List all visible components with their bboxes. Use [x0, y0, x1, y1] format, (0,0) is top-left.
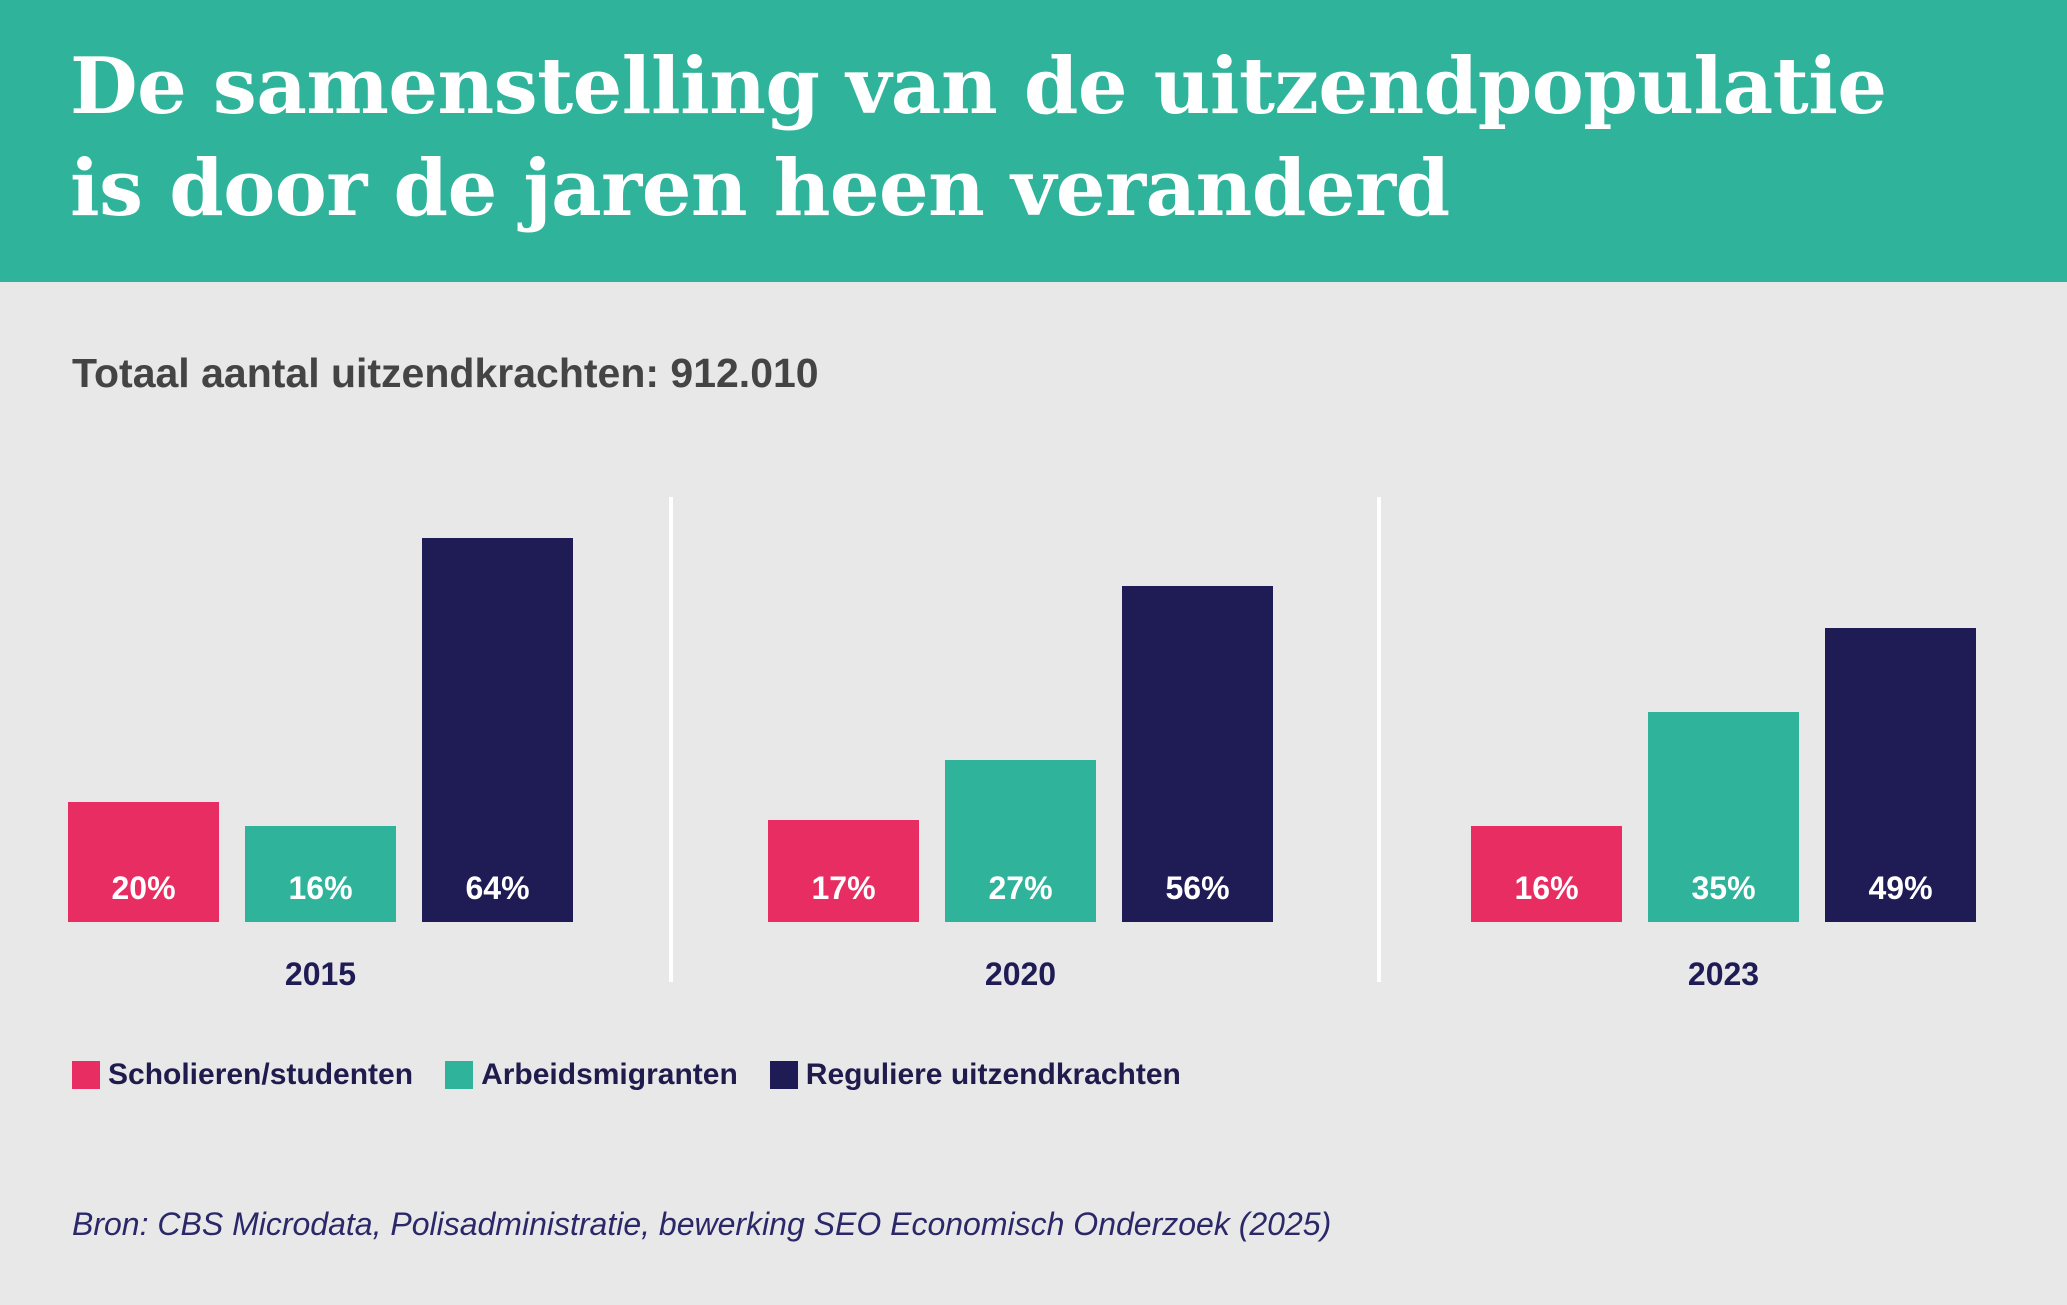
bar-2015-3: [422, 538, 573, 922]
bar-2015-2: [245, 826, 396, 922]
bar-2023-1: [1471, 826, 1622, 922]
legend-label-scholieren: Scholieren/studenten: [108, 1058, 414, 1091]
bar-2023-3: [1825, 628, 1976, 922]
legend: Scholieren/studenten Arbeidsmigranten Re…: [72, 1058, 1213, 1092]
legend-item-regulier: Reguliere uitzendkrachten: [769, 1058, 1181, 1092]
title-line-1: De samenstelling van de uitzendpopulatie: [70, 41, 1887, 132]
bar-2020-2: [945, 760, 1096, 922]
legend-swatch-arbeidsmigranten: [445, 1061, 474, 1089]
data-label-2020-3: 56%: [1165, 870, 1229, 906]
source-note: Bron: CBS Microdata, Polisadministratie,…: [72, 1206, 1332, 1242]
category-label-2023: 2023: [1688, 956, 1759, 992]
title-line-2: is door de jaren heen veranderd: [70, 143, 1450, 234]
header-banner: De samenstelling van de uitzendpopulatie…: [0, 0, 2067, 282]
legend-swatch-scholieren: [72, 1061, 100, 1089]
data-label-2023-3: 49%: [1868, 870, 1932, 906]
data-label-2023-1: 16%: [1514, 870, 1578, 906]
bar-chart: 20% 16% 64% 2015 17% 27% 56% 2020 16% 35% 49% 2023: [68, 497, 1976, 992]
data-label-2015-3: 64%: [465, 870, 529, 906]
data-label-2020-1: 17%: [811, 870, 875, 906]
legend-label-arbeidsmigranten: Arbeidsmigranten: [481, 1058, 738, 1091]
category-label-2020: 2020: [985, 956, 1056, 992]
legend-item-scholieren: Scholieren/studenten: [72, 1058, 413, 1092]
category-label-2015: 2015: [285, 956, 356, 992]
bar-2015-1: [68, 802, 219, 922]
legend-label-regulier: Reguliere uitzendkrachten: [805, 1058, 1181, 1091]
bar-2023-2: [1648, 712, 1799, 922]
data-label-2015-1: 20%: [111, 870, 175, 906]
bar-2020-1: [768, 820, 919, 922]
data-label-2020-2: 27%: [988, 870, 1052, 906]
bar-2020-3: [1122, 586, 1273, 922]
chart-subtitle: Totaal aantal uitzendkrachten: 912.010: [72, 350, 819, 396]
chart-title: De samenstelling van de uitzendpopulatie…: [70, 36, 1887, 240]
data-label-2015-2: 16%: [288, 870, 352, 906]
legend-swatch-regulier: [769, 1061, 798, 1089]
legend-item-arbeidsmigranten: Arbeidsmigranten: [445, 1058, 738, 1092]
data-label-2023-2: 35%: [1691, 870, 1755, 906]
